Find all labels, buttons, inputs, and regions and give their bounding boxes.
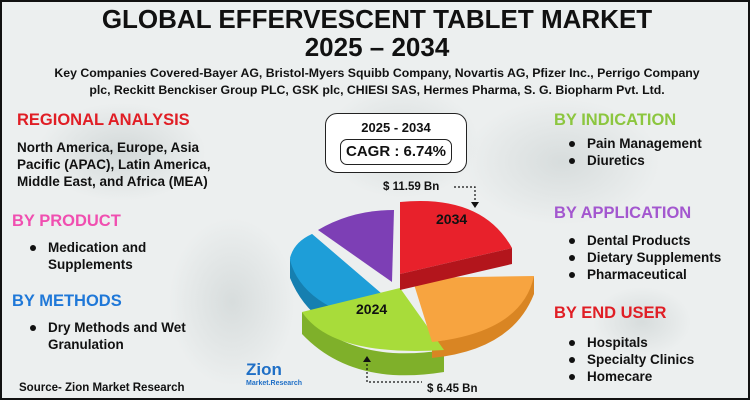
regional-line-2: Pacific (APAC), Latin America, — [17, 157, 211, 172]
bullet-icon — [569, 255, 575, 261]
value-2024: $ 6.45 Bn — [427, 383, 478, 395]
cagr-years: 2025 - 2034 — [361, 120, 431, 135]
title-line-1: GLOBAL EFFERVESCENT TABLET MARKET — [101, 4, 653, 34]
pie-slice-green-side — [302, 312, 444, 376]
by-methods-heading: BY METHODS — [12, 292, 122, 310]
bullet-icon — [569, 357, 575, 363]
bullet-icon — [30, 325, 36, 331]
list-item: Medication and Supplements — [26, 239, 146, 273]
pie-label-2024: 2024 — [356, 301, 387, 317]
leader-2034-arrow — [471, 202, 479, 208]
by-product-heading: BY PRODUCT — [12, 212, 121, 230]
companies-line-1: Key Companies Covered-Bayer AG, Bristol-… — [54, 66, 700, 80]
list-item: Homecare — [565, 368, 694, 385]
list-item: Specialty Clinics — [565, 351, 694, 368]
source-note: Source- Zion Market Research — [19, 382, 185, 394]
by-indication-list: Pain Management Diuretics — [565, 135, 702, 169]
bullet-icon — [569, 141, 575, 147]
leader-2024 — [366, 360, 422, 383]
logo-subtext: Market.Research — [246, 380, 303, 387]
pie-label-2034: 2034 — [436, 211, 467, 227]
list-item: Dental Products — [565, 232, 721, 249]
bullet-icon — [569, 158, 575, 164]
by-indication-heading: BY INDICATION — [554, 111, 677, 129]
by-product-list: Medication and Supplements — [26, 239, 146, 273]
by-application-heading: BY APPLICATION — [554, 204, 692, 222]
bullet-icon — [569, 340, 575, 346]
pie-graphic: 2034 2024 — [290, 186, 534, 383]
bullet-icon — [30, 245, 36, 251]
pie-slice-red-side — [400, 248, 512, 290]
cagr-value: CAGR : 6.74% — [340, 139, 452, 165]
pie-slice-purple — [318, 210, 394, 282]
pie-slice-green — [302, 288, 444, 351]
list-item: Pain Management — [565, 135, 702, 152]
bullet-icon — [569, 272, 575, 278]
regional-analysis-text: North America, Europe, Asia Pacific (APA… — [17, 139, 287, 190]
key-companies: Key Companies Covered-Bayer AG, Bristol-… — [22, 65, 732, 99]
bullet-icon — [569, 374, 575, 380]
list-item: Dietary Supplements — [565, 249, 721, 266]
list-item: Dry Methods and Wet Granulation — [26, 319, 186, 353]
regional-analysis-heading: REGIONAL ANALYSIS — [17, 111, 190, 129]
pie-slice-red — [400, 200, 512, 274]
by-application-list: Dental Products Dietary Supplements Phar… — [565, 232, 721, 283]
regional-line-1: North America, Europe, Asia — [17, 140, 200, 155]
list-item: Diuretics — [565, 152, 702, 169]
list-item: Pharmaceutical — [565, 266, 721, 283]
leader-2024-arrow — [363, 356, 371, 362]
by-methods-list: Dry Methods and Wet Granulation — [26, 319, 186, 353]
title-line-2: 2025 – 2034 — [304, 32, 450, 62]
list-item: Hospitals — [565, 334, 694, 351]
cagr-box: 2025 - 2034 CAGR : 6.74% — [325, 113, 467, 173]
zion-logo: Zion Market.Research — [246, 360, 312, 396]
bullet-icon — [569, 238, 575, 244]
value-2034: $ 11.59 Bn — [383, 181, 440, 193]
companies-line-2: plc, Reckitt Benckiser Group PLC, GSK pl… — [89, 83, 665, 97]
regional-line-3: Middle East, and Africa (MEA) — [17, 174, 208, 189]
logo-text: Zion — [246, 360, 282, 379]
by-end-user-heading: BY END USER — [554, 304, 667, 322]
leader-2034 — [454, 186, 476, 204]
pie-slice-orange — [412, 276, 534, 342]
by-end-user-list: Hospitals Specialty Clinics Homecare — [565, 334, 694, 385]
